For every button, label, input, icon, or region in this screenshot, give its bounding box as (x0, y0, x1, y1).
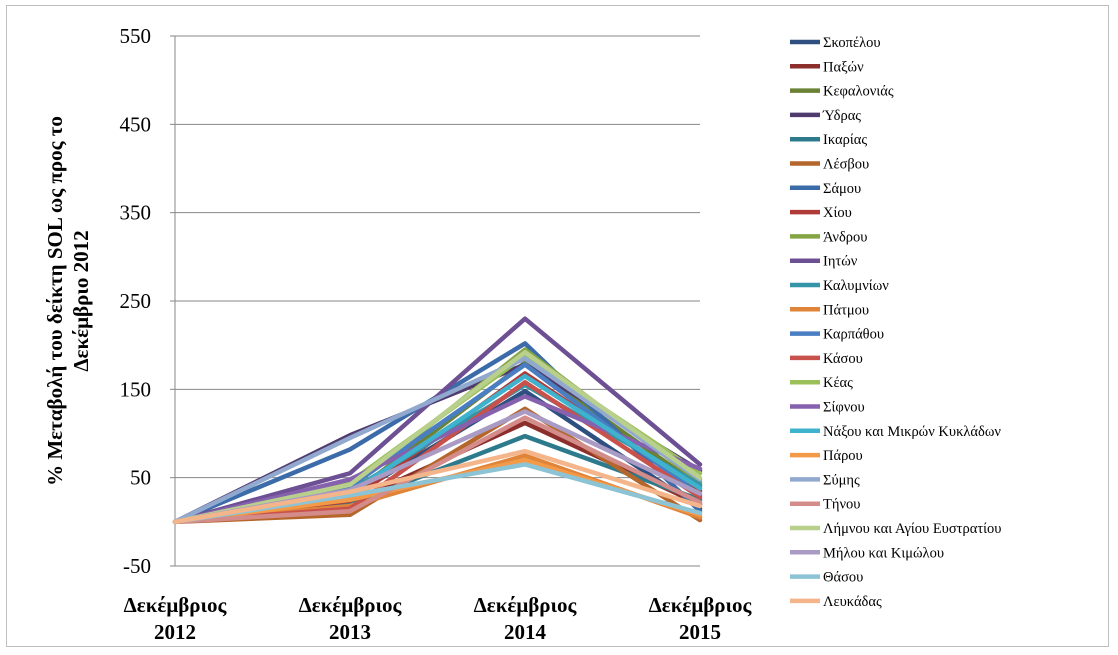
axes (170, 35, 176, 567)
y-tick-label: -50 (123, 554, 151, 578)
y-axis-title-line: Δεκέμβριο 2012 (69, 230, 93, 371)
legend-entry-label: Καρπάθου (823, 327, 884, 343)
y-tick-label: 450 (120, 112, 152, 136)
legend-entry-label: Πάτμου (823, 302, 869, 318)
x-tick-label: Δεκέμβριος (649, 593, 753, 617)
series-line-20 (172, 415, 703, 525)
legend-entry-label: Παξών (823, 59, 864, 75)
x-tick-label: 2014 (504, 620, 547, 644)
legend-entry-label: Μήλου και Κιμώλου (823, 545, 944, 561)
legend-entry-label: Λήμνου και Αγίου Ευστρατίου (823, 521, 1002, 537)
series-line-24 (172, 448, 703, 525)
legend-entry-label: Σίφνου (823, 400, 865, 416)
legend-entry-label: Λέσβου (823, 157, 869, 173)
y-tick-label: 50 (130, 466, 151, 490)
legend-entry-label: Θάσου (823, 570, 863, 586)
legend-entry-label: Σκοπέλου (823, 35, 881, 51)
series-line-19 (172, 356, 703, 525)
legend-entry-label: Νάξου και Μικρών Κυκλάδων (823, 424, 1001, 440)
y-tick-label: 350 (120, 201, 152, 225)
y-tick-label: 250 (120, 289, 152, 313)
legend-entry-label: Χίου (823, 205, 852, 221)
x-tick-label: 2012 (154, 620, 196, 644)
y-axis-title-line: % Μεταβολή του δείκτη SOL ως προς το (43, 116, 67, 486)
x-tick-label: Δεκέμβριος (299, 593, 403, 617)
legend-entry-label: Καλυμνίων (823, 278, 889, 294)
chart-frame (6, 5, 1109, 647)
y-axis-title: % Μεταβολή του δείκτη SOL ως προς τοΔεκέ… (43, 116, 93, 486)
legend-entry-label: Ύδρας (822, 108, 861, 124)
x-tick-label: 2013 (329, 620, 371, 644)
legend-entry-label: Κάσου (823, 351, 863, 367)
legend-entry-label: Κεφαλονιάς (823, 84, 894, 100)
y-tick-label: 150 (120, 377, 152, 401)
legend-entry-label: Λευκάδας (823, 594, 882, 610)
legend-entry-label: Πάρου (823, 448, 863, 464)
legend: Σκοπέλου Παξών Κεφαλονιάς Ύδρας Ικαρίας Λέσβο… (790, 35, 1002, 610)
x-tick-label: 2015 (679, 620, 721, 644)
legend-entry-label: Ιητών (823, 254, 858, 270)
x-tick-label: Δεκέμβριος (474, 593, 578, 617)
x-tick-label: Δεκέμβριος (124, 593, 228, 617)
legend-entry-label: Άνδρου (823, 229, 867, 245)
legend-entry-label: Τήνου (823, 497, 860, 513)
legend-entry-label: Σάμου (823, 181, 861, 197)
series-lines (172, 316, 703, 525)
legend-entry-label: Σύμης (823, 472, 860, 488)
legend-entry-label: Κέας (823, 375, 853, 391)
legend-entry-label: Ικαρίας (823, 132, 867, 148)
y-tick-label: 550 (120, 24, 152, 48)
series-line-21 (172, 349, 703, 525)
axis-labels: 550 450 350 250 150 50 -50 Δεκέμβριος 2012 Δεκέμβ… (43, 24, 753, 644)
